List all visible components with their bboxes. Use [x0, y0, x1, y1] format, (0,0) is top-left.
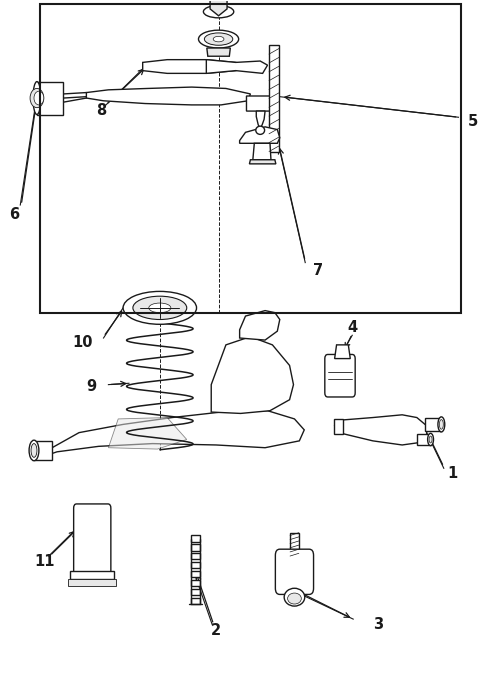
- Polygon shape: [68, 579, 116, 586]
- Text: 4: 4: [347, 319, 357, 335]
- Polygon shape: [78, 510, 107, 570]
- Polygon shape: [246, 96, 273, 111]
- Ellipse shape: [438, 417, 445, 432]
- Ellipse shape: [198, 30, 239, 48]
- Text: 10: 10: [72, 335, 93, 350]
- Text: 6: 6: [9, 207, 20, 222]
- Ellipse shape: [429, 436, 432, 443]
- Polygon shape: [333, 419, 343, 434]
- Circle shape: [30, 89, 44, 108]
- Polygon shape: [37, 82, 63, 115]
- Polygon shape: [249, 160, 276, 164]
- Polygon shape: [191, 571, 200, 577]
- Ellipse shape: [203, 5, 234, 18]
- Text: 7: 7: [313, 262, 323, 278]
- Text: 2: 2: [211, 622, 221, 638]
- Polygon shape: [210, 0, 227, 16]
- Polygon shape: [34, 441, 52, 460]
- Polygon shape: [206, 60, 268, 74]
- Ellipse shape: [439, 420, 443, 429]
- Polygon shape: [86, 87, 250, 105]
- FancyBboxPatch shape: [275, 549, 314, 594]
- Polygon shape: [256, 111, 265, 129]
- Polygon shape: [191, 544, 200, 550]
- Ellipse shape: [288, 593, 301, 604]
- Polygon shape: [191, 598, 200, 604]
- Ellipse shape: [256, 126, 265, 135]
- Polygon shape: [211, 337, 294, 414]
- Polygon shape: [417, 434, 431, 445]
- Polygon shape: [334, 345, 350, 359]
- Ellipse shape: [33, 82, 41, 115]
- Polygon shape: [240, 311, 280, 340]
- Text: 9: 9: [86, 379, 96, 394]
- Polygon shape: [191, 580, 200, 586]
- Ellipse shape: [428, 433, 434, 446]
- Text: 8: 8: [96, 103, 107, 118]
- Ellipse shape: [213, 36, 224, 42]
- Polygon shape: [191, 589, 200, 595]
- Ellipse shape: [133, 296, 187, 319]
- Polygon shape: [191, 562, 200, 568]
- Ellipse shape: [123, 291, 196, 324]
- Polygon shape: [191, 535, 200, 541]
- Bar: [40, 4, 461, 313]
- Circle shape: [34, 91, 44, 105]
- Polygon shape: [191, 553, 200, 559]
- Polygon shape: [253, 144, 271, 160]
- Ellipse shape: [204, 33, 233, 45]
- Polygon shape: [425, 418, 441, 431]
- Ellipse shape: [29, 440, 39, 461]
- Polygon shape: [32, 411, 304, 460]
- Polygon shape: [334, 415, 427, 445]
- Polygon shape: [240, 127, 280, 144]
- Polygon shape: [109, 418, 187, 449]
- FancyBboxPatch shape: [74, 504, 111, 575]
- Polygon shape: [290, 533, 300, 557]
- Text: 11: 11: [34, 554, 55, 569]
- Polygon shape: [207, 48, 230, 56]
- Ellipse shape: [149, 303, 171, 313]
- Ellipse shape: [31, 444, 37, 458]
- Text: 1: 1: [447, 466, 458, 482]
- Text: 5: 5: [468, 114, 479, 129]
- Polygon shape: [269, 45, 279, 152]
- Polygon shape: [143, 60, 236, 74]
- Ellipse shape: [284, 588, 305, 606]
- FancyBboxPatch shape: [325, 354, 355, 397]
- Text: 3: 3: [373, 617, 383, 632]
- Polygon shape: [70, 571, 114, 579]
